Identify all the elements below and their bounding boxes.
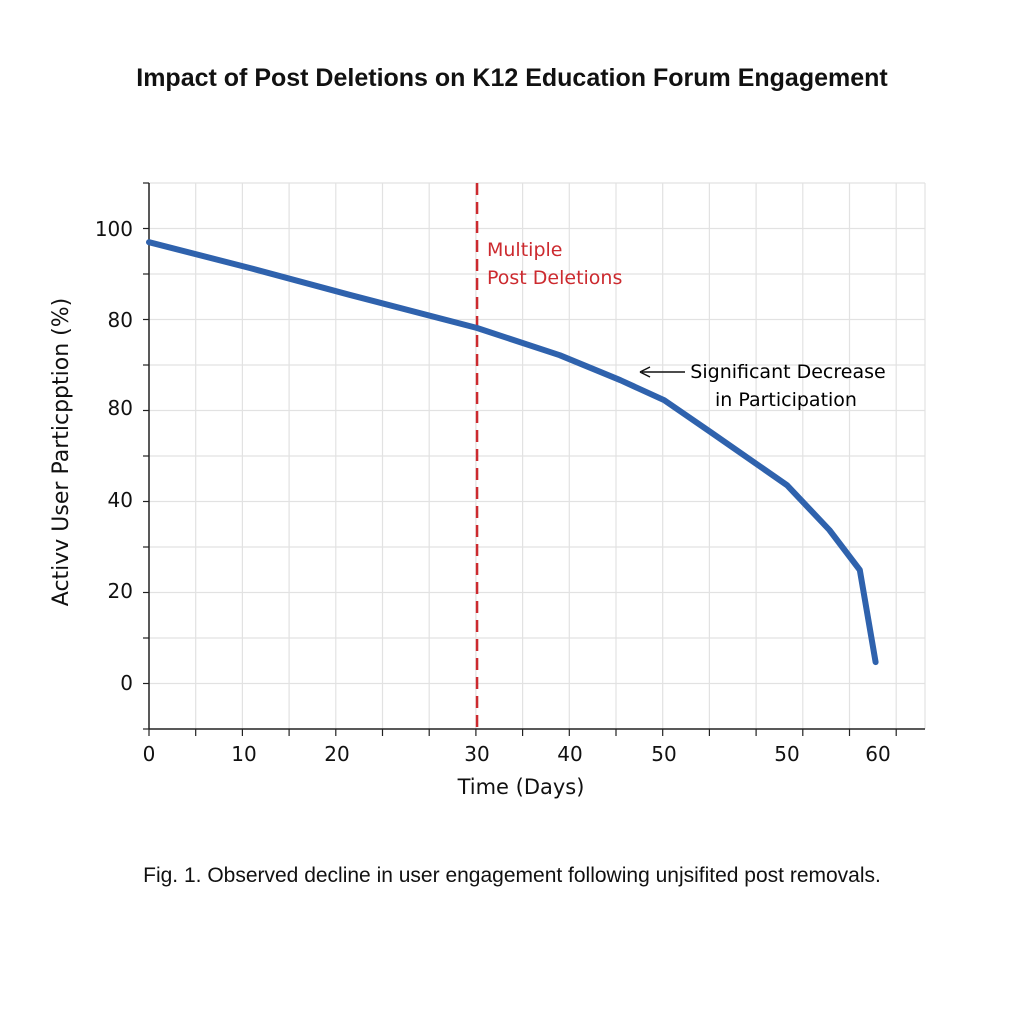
y-tick-label: 80: [108, 396, 133, 420]
x-tick-label: 20: [324, 742, 349, 766]
y-tick-label: 100: [95, 217, 133, 241]
y-axis-label: Activv User Particpption (%): [49, 298, 74, 606]
y-tick-label: 20: [108, 579, 133, 603]
figure-caption: Fig. 1. Observed decline in user engagem…: [143, 864, 881, 887]
x-tick-label: 50: [651, 742, 676, 766]
grid: [149, 182, 926, 729]
x-tick-label: 60: [865, 742, 890, 766]
decrease-annotation-line1: Significant Decrease: [690, 361, 885, 383]
series-line: [146, 239, 879, 666]
y-tick-label: 80: [108, 308, 133, 332]
deletion-annotation-line2: Post Deletions: [487, 267, 622, 289]
x-tick-label: 40: [557, 742, 582, 766]
arrow-icon: [639, 366, 685, 378]
deletion-annotation-line1: Multiple: [487, 239, 562, 261]
x-axis-label: Time (Days): [457, 775, 585, 799]
decrease-annotation-line2: in Participation: [715, 389, 857, 411]
x-tick-label: 10: [231, 742, 256, 766]
tick-labels: 0 10 20 30 40 50 50 60 100 80 80 40 20 0: [95, 217, 891, 766]
y-tick-label: 0: [120, 671, 133, 695]
x-tick-label: 30: [464, 742, 489, 766]
chart-title: Impact of Post Deletions on K12 Educatio…: [136, 64, 888, 92]
x-tick-label: 50: [774, 742, 799, 766]
y-tick-label: 40: [108, 488, 133, 512]
x-tick-label: 0: [143, 742, 156, 766]
axes: [143, 182, 925, 736]
